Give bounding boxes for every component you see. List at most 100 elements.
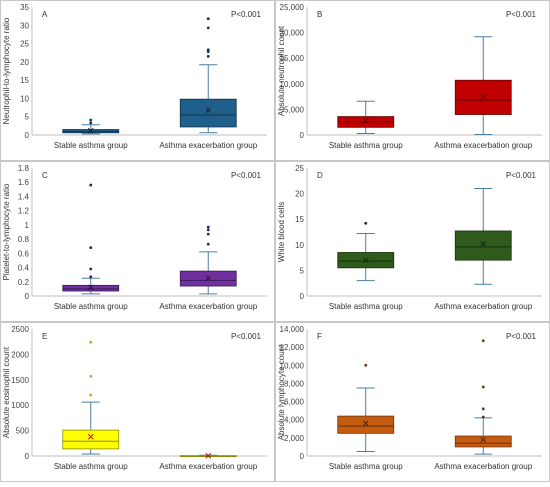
y-tick-label: 20,000: [280, 29, 305, 38]
y-tick-label: 0: [25, 131, 30, 140]
box-iqr: [454, 230, 512, 261]
outlier-point: [89, 267, 93, 271]
x-category-label: Stable asthma group: [54, 462, 128, 471]
p-value-annotation: P<0.001: [506, 171, 537, 180]
outlier-point: [206, 232, 210, 236]
outlier-point: [89, 246, 93, 250]
panel-d: 0 5 10 15 20 25 White blood cells D P<0.001 Stabl…: [275, 161, 550, 322]
y-axis-label: Absolute eosinophil count: [2, 346, 11, 438]
y-tick-label: 2000: [11, 350, 29, 359]
y-tick-label: 2500: [11, 325, 29, 334]
panel-f: 0 2,000 4,000 6,000 8,000 10,000 12,000 14,000 A…: [275, 322, 550, 482]
box-iqr: [179, 98, 237, 128]
y-tick-label: 20: [295, 190, 304, 199]
y-tick-label: 15,000: [280, 54, 305, 63]
mean-marker: [205, 452, 212, 459]
x-category-label: Stable asthma group: [329, 462, 403, 471]
x-category-label: Asthma exacerbation group: [159, 302, 257, 311]
p-value-annotation: P<0.001: [231, 171, 262, 180]
chart-frame: [275, 322, 550, 482]
box-iqr: [337, 415, 395, 434]
y-tick-label: 0.8: [18, 235, 30, 244]
outlier-point: [481, 415, 485, 419]
outlier-point: [89, 374, 93, 378]
outlier-point: [89, 393, 93, 397]
boxplot-d: 0 5 10 15 20 25 White blood cells D P<0.001 Stabl…: [275, 161, 550, 322]
p-value-annotation: P<0.001: [231, 10, 262, 19]
x-category-label: Asthma exacerbation group: [434, 302, 532, 311]
outlier-point: [206, 228, 210, 232]
y-tick-label: 1: [25, 221, 30, 230]
p-value-annotation: P<0.001: [231, 332, 262, 341]
boxplot-e: 0 500 1000 1500 2000 2500 Absolute eosinophil …: [0, 322, 275, 482]
mean-marker: [87, 433, 94, 440]
y-tick-label: 1.6: [18, 178, 30, 187]
y-tick-label: 5: [25, 113, 30, 122]
outlier-point: [364, 363, 368, 367]
mean-marker: [480, 436, 487, 443]
outlier-point: [206, 48, 210, 52]
boxplot-a: 0 5 10 15 20 25 30 35 Neutrophil-to-lymphocyte r…: [0, 0, 275, 161]
y-axis-label: Platelet-to-lymphocyte ratio: [2, 183, 11, 280]
y-tick-label: 15: [20, 76, 29, 85]
y-tick-label: 500: [16, 427, 30, 436]
x-category-label: Asthma exacerbation group: [434, 141, 532, 150]
outlier-point: [481, 385, 485, 389]
boxplot-b: 0 5,000 10,000 15,000 20,000 25,000 Absolute n…: [275, 0, 550, 161]
box-iqr: [62, 284, 120, 292]
x-category-label: Asthma exacerbation group: [434, 462, 532, 471]
p-value-annotation: P<0.001: [506, 10, 537, 19]
y-tick-label: 0.6: [18, 249, 30, 258]
y-tick-label: 35: [20, 3, 29, 12]
y-tick-label: 12,000: [280, 343, 305, 352]
x-category-label: Asthma exacerbation group: [159, 462, 257, 471]
chart-frame: [0, 322, 275, 482]
x-category-label: Stable asthma group: [54, 141, 128, 150]
y-tick-label: 1000: [11, 401, 29, 410]
x-category-label: Stable asthma group: [329, 141, 403, 150]
panel-letter: C: [42, 171, 48, 180]
mean-marker: [480, 240, 487, 247]
boxplot-f: 0 2,000 4,000 6,000 8,000 10,000 12,000 14,000 A…: [275, 322, 550, 482]
y-axis-label: Absolute lymphocyte count: [277, 344, 286, 440]
y-tick-label: 1.2: [18, 207, 30, 216]
y-tick-label: 14,000: [280, 325, 305, 334]
y-axis-label: Absolute neutrophil count: [277, 25, 286, 116]
y-tick-label: 15: [295, 215, 304, 224]
y-tick-label: 0.4: [18, 264, 30, 273]
panel-a: 0 5 10 15 20 25 30 35 Neutrophil-to-lymphocyte r…: [0, 0, 275, 161]
y-tick-label: 8,000: [284, 379, 305, 388]
mean-marker: [362, 420, 369, 427]
y-tick-label: 0: [25, 292, 30, 301]
box-iqr: [62, 429, 120, 450]
y-tick-label: 25,000: [280, 3, 305, 12]
y-tick-label: 10,000: [280, 80, 305, 89]
y-tick-label: 25: [295, 164, 304, 173]
y-tick-label: 0: [300, 292, 305, 301]
y-axis-label: White blood cells: [277, 202, 286, 262]
y-tick-label: 5,000: [284, 105, 305, 114]
x-category-label: Asthma exacerbation group: [159, 141, 257, 150]
y-tick-label: 0: [25, 452, 30, 461]
outlier-point: [89, 340, 93, 344]
panel-b: 0 5,000 10,000 15,000 20,000 25,000 Absolute n…: [275, 0, 550, 161]
y-tick-label: 25: [20, 40, 29, 49]
panel-c: 0 0.2 0.4 0.6 0.8 1 1.2 1.4 1.6 1.8 Platelet-to-ly…: [0, 161, 275, 322]
x-category-label: Stable asthma group: [54, 302, 128, 311]
mean-marker: [205, 107, 212, 113]
y-tick-label: 0: [300, 452, 305, 461]
panel-letter: E: [42, 332, 47, 341]
mean-marker: [87, 284, 94, 291]
outlier-point: [206, 242, 210, 246]
y-tick-label: 1500: [11, 376, 29, 385]
outlier-point: [481, 407, 485, 411]
chart-frame: [0, 0, 275, 161]
outlier-point: [89, 275, 93, 279]
y-tick-label: 10: [295, 241, 304, 250]
x-category-label: Stable asthma group: [329, 302, 403, 311]
outlier-point: [89, 118, 93, 122]
panel-letter: A: [42, 10, 48, 19]
y-axis-label: Neutrophil-to-lymphocyte ratio: [2, 17, 11, 124]
y-tick-label: 5: [300, 266, 305, 275]
outlier-point: [89, 121, 93, 125]
